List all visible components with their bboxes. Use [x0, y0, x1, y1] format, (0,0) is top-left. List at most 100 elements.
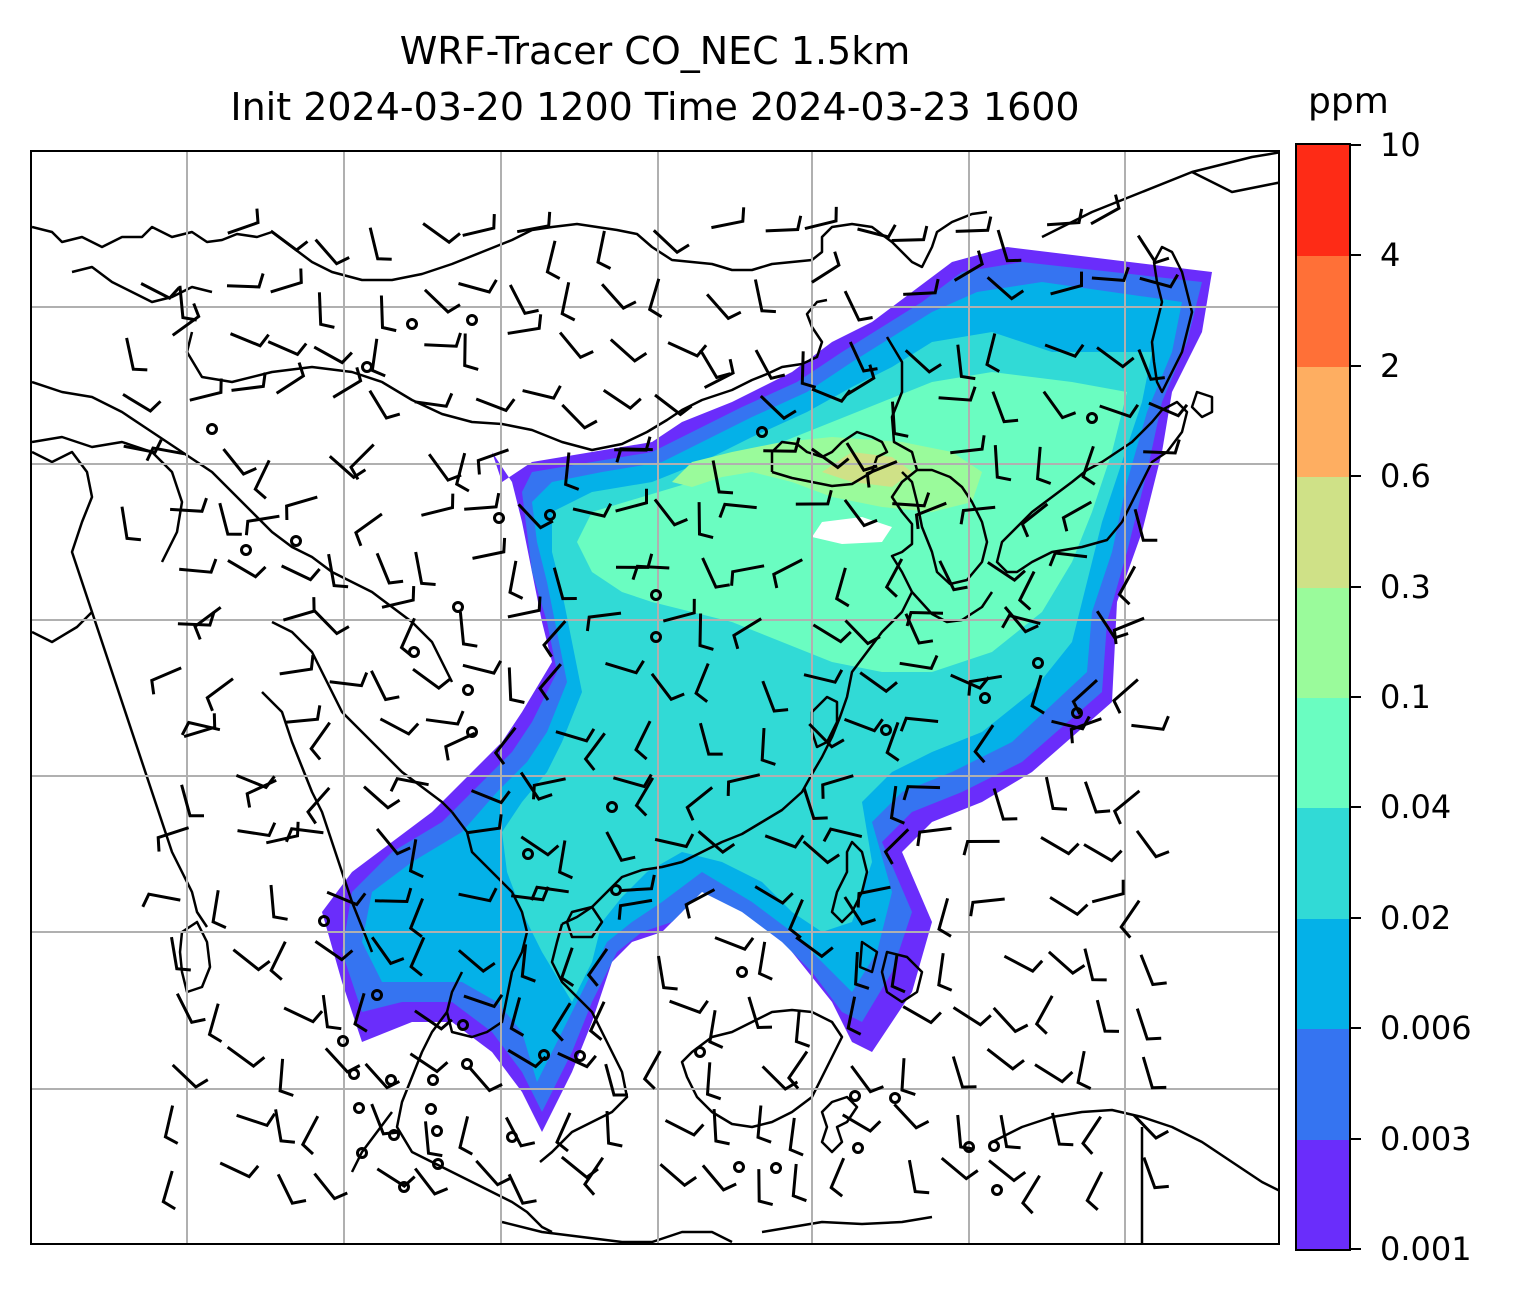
wind-barb	[314, 940, 354, 962]
wind-barb	[332, 366, 363, 399]
wind-barb	[156, 826, 190, 852]
wind-barb	[699, 349, 731, 380]
wind-barb	[245, 778, 277, 808]
wind-barb	[1091, 879, 1125, 904]
wind-barb	[211, 890, 227, 929]
calm-wind-circle	[348, 1068, 360, 1080]
wind-barb	[916, 826, 952, 847]
wind-barb	[714, 936, 755, 952]
wind-barb	[572, 503, 613, 518]
wind-barb	[1050, 271, 1083, 296]
calm-wind-circle	[694, 1046, 706, 1058]
colorbar-tick-label: 0.003	[1380, 1119, 1472, 1158]
wind-barb	[967, 674, 1003, 696]
wind-barb	[545, 240, 561, 280]
wind-barb	[667, 341, 708, 358]
calm-wind-circle	[466, 314, 478, 326]
wind-barb	[1047, 208, 1084, 227]
wind-barb	[414, 1009, 453, 1031]
wind-barb	[951, 1056, 977, 1089]
wind-barb	[189, 378, 223, 402]
wind-barb	[697, 830, 736, 854]
wind-barb	[122, 393, 162, 413]
wind-barb	[654, 393, 693, 417]
colorbar-segment	[1297, 255, 1349, 367]
wind-barb	[761, 1065, 799, 1091]
colorbar-tick-label: 4	[1380, 236, 1401, 275]
wind-barb	[653, 498, 688, 527]
wind-barb	[370, 338, 386, 378]
wind-barb	[659, 1163, 698, 1188]
wind-barb	[985, 333, 1001, 373]
calm-wind-circle	[522, 848, 534, 860]
plume-contour	[672, 437, 982, 512]
wind-barb	[458, 887, 498, 903]
wind-barb	[757, 1169, 774, 1207]
calm-wind-circle	[240, 544, 252, 556]
wind-barb	[444, 731, 476, 761]
colorbar	[1295, 143, 1351, 1251]
wind-barb	[893, 1103, 930, 1130]
colorbar-tick-label: 2	[1380, 346, 1401, 385]
wind-barb	[314, 238, 350, 266]
wind-barb	[1112, 789, 1141, 825]
wind-barb	[368, 389, 401, 420]
wind-barb	[804, 206, 838, 231]
wind-barb	[1137, 349, 1165, 381]
wind-barb	[718, 502, 757, 519]
wind-barb	[669, 999, 709, 1015]
wind-barb	[903, 278, 940, 296]
wind-barb	[772, 558, 803, 589]
wind-barb	[375, 552, 404, 585]
wind-barb	[177, 611, 216, 627]
wind-barb	[557, 840, 574, 880]
wind-barb	[712, 1109, 730, 1146]
wind-barb	[163, 1105, 179, 1145]
calm-wind-circle	[538, 1049, 550, 1061]
wind-barb	[854, 952, 870, 990]
wind-barb	[285, 827, 324, 843]
wind-barb	[313, 609, 350, 636]
wind-barb	[992, 1006, 1029, 1034]
wind-barb	[843, 290, 873, 322]
wind-barb	[834, 567, 850, 608]
wind-barb	[1112, 678, 1139, 714]
wind-barb	[602, 389, 642, 410]
wind-barb	[1131, 715, 1170, 731]
colorbar-tick	[1351, 1027, 1361, 1030]
wind-barb	[973, 724, 995, 764]
wind-barb	[604, 1063, 628, 1097]
wind-barb	[414, 392, 454, 408]
wind-barb	[754, 349, 786, 381]
wind-barb	[1069, 717, 1102, 744]
wind-barb	[324, 1047, 361, 1074]
wind-barb	[300, 1115, 320, 1156]
wind-barb	[1083, 781, 1111, 814]
calm-wind-circle	[852, 1142, 864, 1154]
wind-barb	[938, 560, 968, 592]
wind-barb	[463, 993, 504, 1009]
colorbar-tick-label: 0.006	[1380, 1009, 1472, 1048]
calm-wind-circle	[650, 631, 662, 643]
wind-barb	[986, 1048, 1025, 1071]
wind-barb	[381, 586, 416, 609]
wind-barb	[472, 537, 507, 560]
wind-barb	[747, 996, 773, 1030]
wind-barb	[754, 885, 794, 905]
wind-barb	[647, 278, 663, 319]
wind-barb	[605, 831, 636, 863]
wind-barb	[516, 211, 552, 234]
wind-barb	[507, 314, 543, 335]
wind-barb	[802, 840, 841, 865]
calm-wind-circle	[452, 601, 464, 613]
wind-barb	[891, 225, 929, 242]
wind-barb	[226, 1045, 266, 1068]
wind-barb	[470, 789, 511, 805]
wind-barb	[522, 385, 562, 400]
wind-barb	[253, 459, 271, 500]
colorbar-segment	[1297, 586, 1349, 698]
wind-barb	[952, 1006, 992, 1027]
wind-barb	[902, 785, 941, 801]
wind-barb	[885, 721, 900, 762]
map-panel[interactable]	[30, 150, 1280, 1245]
